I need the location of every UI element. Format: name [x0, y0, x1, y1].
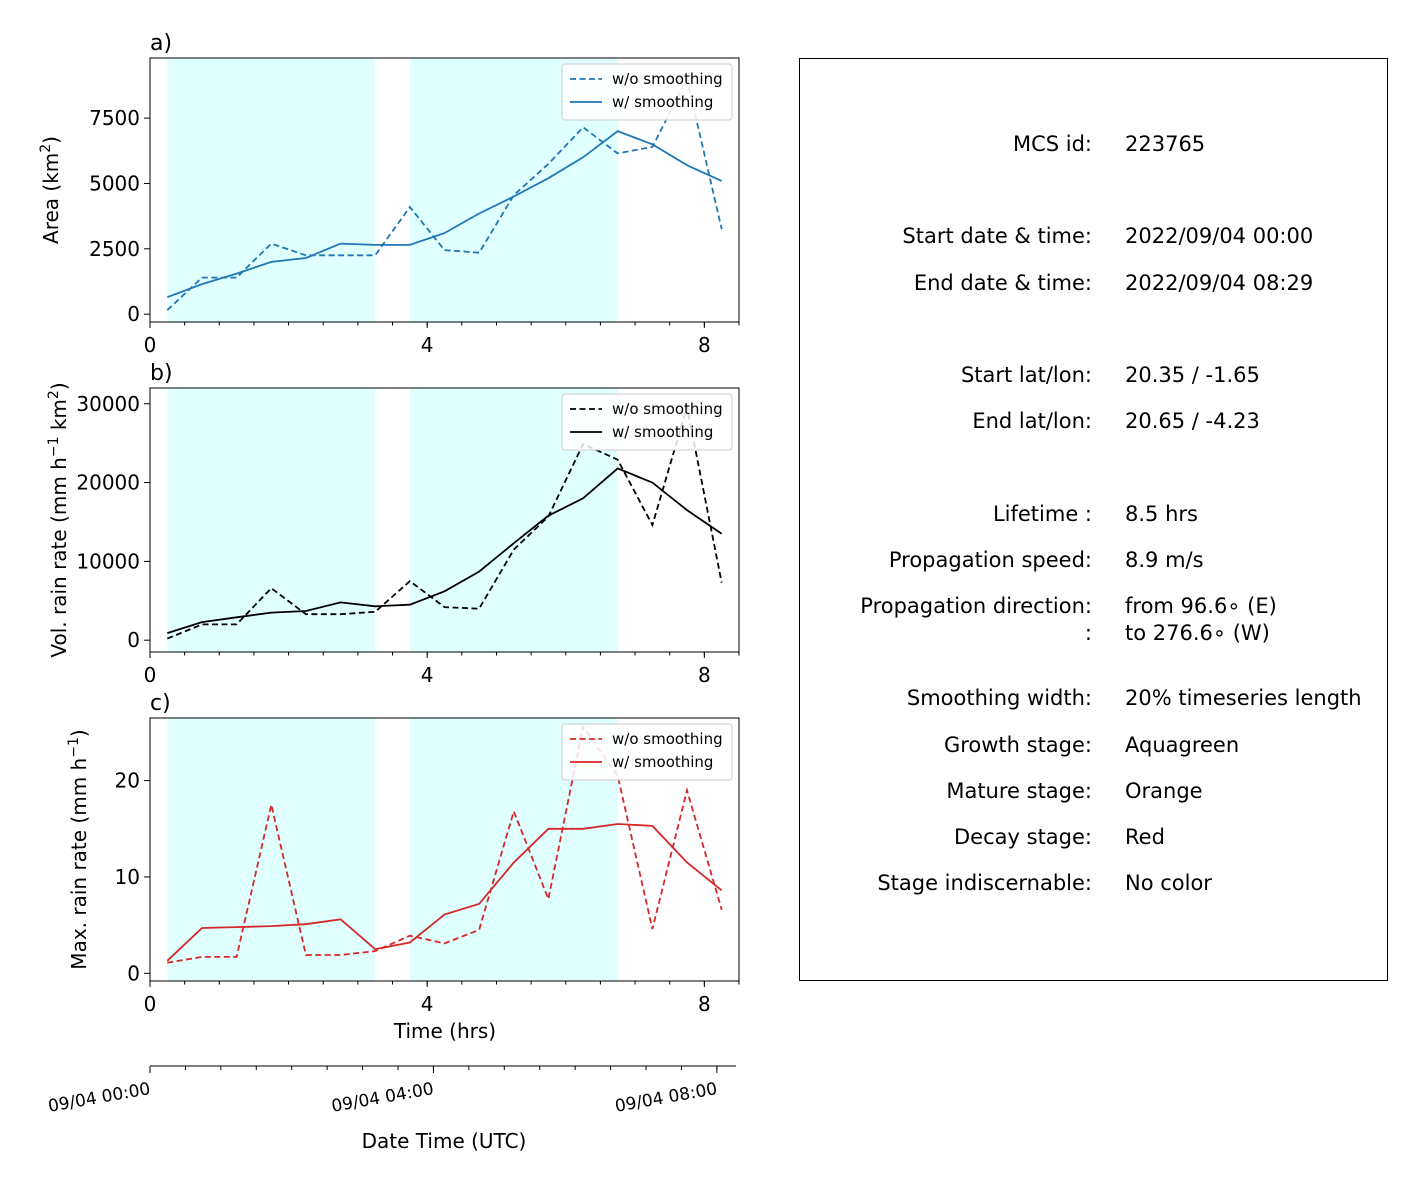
info-label: Propagation speed: — [888, 547, 1092, 572]
info-value: 8.9 m/s — [1125, 547, 1204, 572]
datetime-axis: 09/04 00:00 09/04 04:00 09/04 08:00 Date Ti… — [47, 1065, 736, 1153]
panel-label: c) — [150, 691, 171, 716]
series-line-raw — [166, 76, 723, 311]
x-axis-label: Time (hrs) — [393, 1019, 496, 1043]
y-axis-label: Vol. rain rate (mm h−1 km2) — [46, 382, 71, 657]
stage-shade — [167, 388, 376, 652]
panel-a: 0 2500 5000 7500 0 4 8 a) Area (km2) w/o smoothin… — [38, 31, 740, 357]
legend — [561, 393, 733, 451]
legend — [561, 723, 733, 781]
axes-frame — [149, 57, 740, 323]
info-value: Orange — [1125, 778, 1203, 803]
axes-frame — [149, 717, 740, 982]
info-value: Aquagreen — [1125, 732, 1240, 757]
info-label: Smoothing width: — [906, 686, 1092, 711]
info-label: Start date & time: — [902, 224, 1092, 249]
info-value: 20% timeseries length — [1125, 686, 1362, 711]
info-label: Mature stage: — [946, 778, 1092, 803]
datetime-axis-label: Date Time (UTC) — [362, 1129, 527, 1153]
y-axis-label: Area (km2) — [38, 136, 63, 244]
info-value: 223765 — [1125, 132, 1206, 156]
x-tick-label: 4 — [421, 663, 434, 687]
info-label: End lat/lon: — [972, 409, 1092, 434]
y-tick-label: 20000 — [76, 471, 140, 495]
y-axis-label: Max. rain rate (mm h−1) — [66, 729, 91, 969]
y-tick-label: 10 — [115, 865, 140, 889]
y-tick-label: 2500 — [89, 237, 140, 261]
panel-b: 0 10000 20000 30000 0 4 8 b) Vol. rain rate (mm … — [46, 361, 740, 687]
series-line-smoothed — [166, 823, 723, 962]
datetime-tick-label: 09/04 04:00 — [330, 1079, 435, 1117]
stage-shade — [167, 58, 376, 322]
y-tick-label: 10000 — [76, 549, 140, 573]
legend-entry: w/ smoothing — [612, 93, 713, 111]
info-value: 2022/09/04 08:29 — [1125, 270, 1314, 295]
y-tick-label: 7500 — [89, 106, 140, 130]
info-value: 20.65 / -4.23 — [1125, 409, 1260, 434]
legend — [561, 63, 733, 121]
x-tick-label: 8 — [698, 333, 711, 357]
y-tick-label: 0 — [127, 961, 140, 985]
info-label: Decay stage: — [954, 825, 1092, 849]
series-line-smoothed — [166, 130, 723, 299]
x-tick-label: 4 — [421, 333, 434, 357]
info-value: to 276.6∘ (W) — [1125, 620, 1270, 645]
info-label: Propagation direction: — [860, 594, 1092, 618]
panel-label: b) — [150, 361, 173, 386]
y-tick-label: 0 — [127, 628, 140, 652]
info-value: from 96.6∘ (E) — [1125, 594, 1277, 618]
x-tick-label: 0 — [144, 333, 157, 357]
series-line-raw — [167, 724, 723, 964]
info-label: Start lat/lon: — [960, 363, 1092, 387]
info-value: No color — [1125, 871, 1212, 896]
y-tick-label: 5000 — [89, 171, 140, 195]
info-value: 8.5 hrs — [1125, 501, 1198, 526]
x-tick-label: 0 — [144, 992, 157, 1016]
legend-entry: w/o smoothing — [612, 730, 723, 748]
panel-label: a) — [150, 31, 172, 56]
series-line-smoothed — [167, 467, 723, 634]
x-tick-label: 8 — [698, 663, 711, 687]
info-label: Growth stage: — [943, 732, 1092, 757]
info-value: 2022/09/04 00:00 — [1125, 224, 1314, 249]
x-tick-label: 8 — [698, 992, 711, 1016]
axes-frame — [149, 387, 740, 653]
x-tick-label: 0 — [144, 663, 157, 687]
legend-entry: w/ smoothing — [612, 753, 713, 771]
stage-shade — [167, 718, 376, 981]
x-tick-label: 4 — [421, 992, 434, 1016]
info-label: MCS id: — [1012, 132, 1092, 156]
legend-entry: w/o smoothing — [612, 400, 723, 418]
info-value: Red — [1125, 825, 1165, 849]
info-panel: MCS id: 223765 Start date & time: 2022/09/0… — [799, 58, 1388, 981]
series-line-raw — [166, 406, 723, 640]
y-tick-label: 20 — [115, 769, 140, 793]
panel-c: 0 10 20 0 4 8 c) Max. rain rate (mm h−1) Time (h… — [66, 691, 740, 1043]
legend-entry: w/o smoothing — [612, 70, 723, 88]
datetime-tick-label: 09/04 08:00 — [613, 1079, 718, 1117]
info-label: : — [1084, 620, 1092, 645]
info-label: Lifetime : — [992, 501, 1092, 526]
legend-entry: w/ smoothing — [612, 423, 713, 441]
datetime-tick-label: 09/04 00:00 — [47, 1079, 152, 1117]
y-tick-label: 30000 — [76, 392, 140, 416]
info-label: End date & time: — [913, 270, 1092, 295]
info-value: 20.35 / -1.65 — [1125, 363, 1260, 387]
y-tick-label: 0 — [127, 302, 140, 326]
info-label: Stage indiscernable: — [877, 871, 1092, 896]
